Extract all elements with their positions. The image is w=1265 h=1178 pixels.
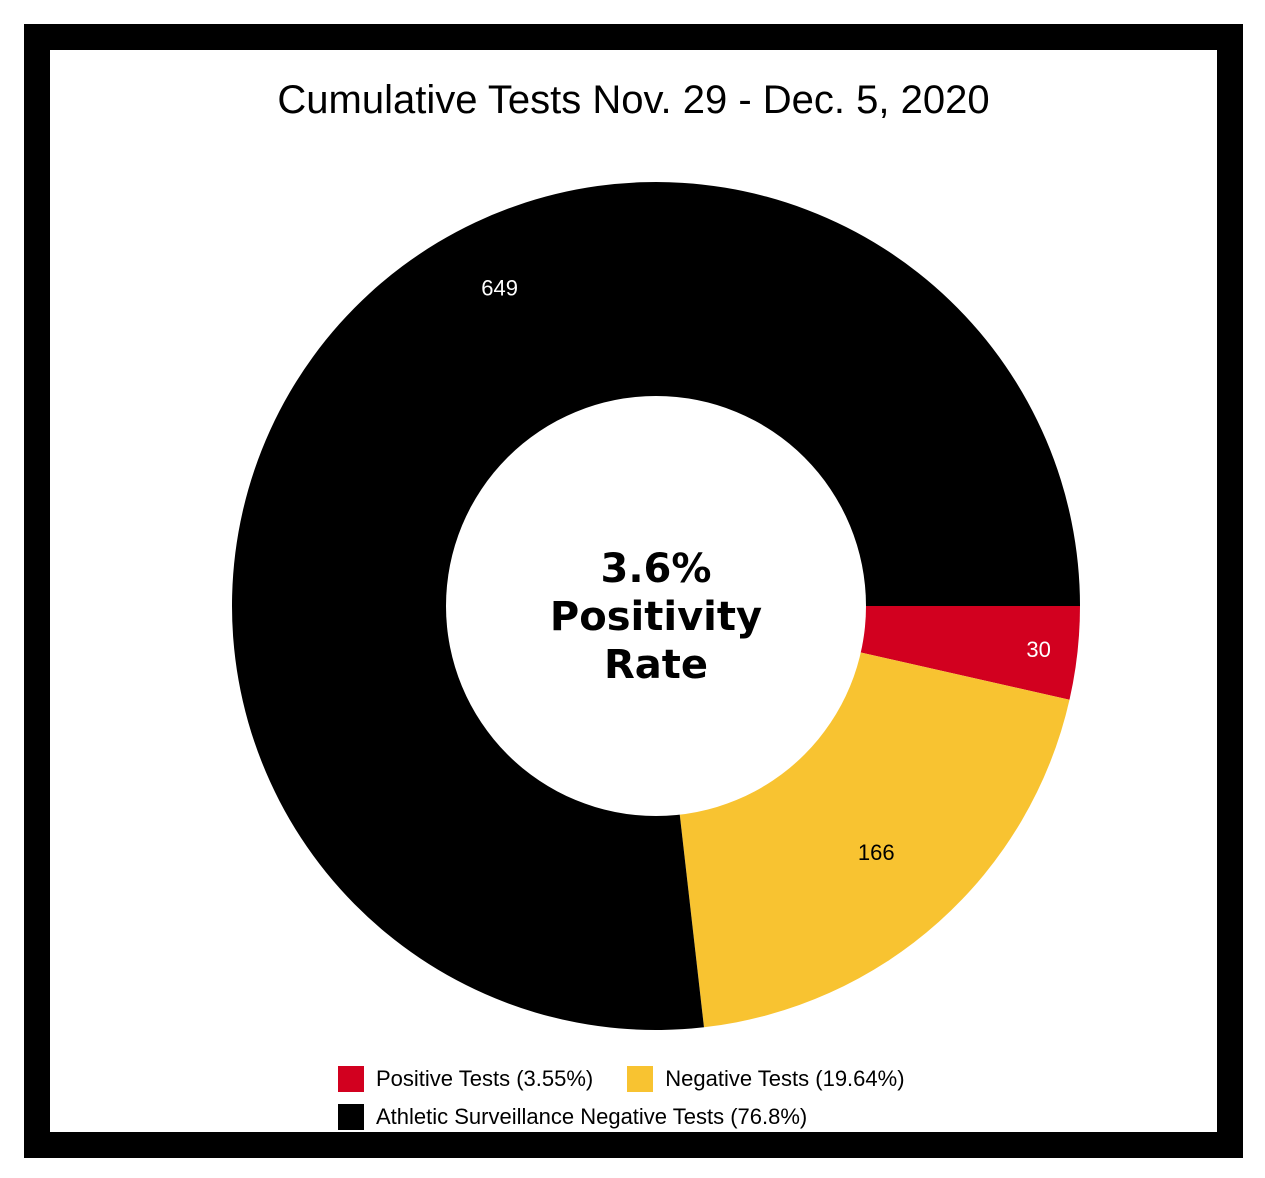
slice-value-label-negative: 166 [858,840,895,865]
legend-item-positive: Positive Tests (3.55%) [338,1066,593,1092]
legend-label-athletic: Athletic Surveillance Negative Tests (76… [376,1104,808,1129]
legend-swatch-positive [338,1066,364,1092]
chart-title: Cumulative Tests Nov. 29 - Dec. 5, 2020 [277,78,990,122]
legend-label-negative: Negative Tests (19.64%) [665,1066,905,1091]
legend-row-1: Positive Tests (3.55%) Negative Tests (1… [338,1060,939,1098]
chart-legend: Positive Tests (3.55%) Negative Tests (1… [338,1060,939,1136]
center-rate-value: 3.6% [601,546,712,592]
donut-hole [446,396,866,816]
slice-value-label-positive: 30 [1026,637,1050,662]
donut-chart: 30 166 649 3.6% Positivity Rate [231,182,1080,1031]
center-rate-word: Positivity [550,594,762,640]
legend-label-positive: Positive Tests (3.55%) [376,1066,594,1091]
legend-item-negative: Negative Tests (19.64%) [627,1066,905,1092]
legend-swatch-negative [627,1066,654,1092]
chart-panel: Cumulative Tests Nov. 29 - Dec. 5, 2020 … [50,50,1217,1132]
legend-row-2: Athletic Surveillance Negative Tests (76… [338,1098,939,1136]
slice-value-label-athletic: 649 [481,275,518,300]
slice-value-labels: 30 166 649 [481,275,1051,865]
center-rate-label: Rate [604,642,708,688]
legend-swatch-athletic [338,1104,364,1130]
legend-item-athletic: Athletic Surveillance Negative Tests (76… [338,1104,807,1130]
chart-frame: Cumulative Tests Nov. 29 - Dec. 5, 2020 … [24,24,1243,1158]
